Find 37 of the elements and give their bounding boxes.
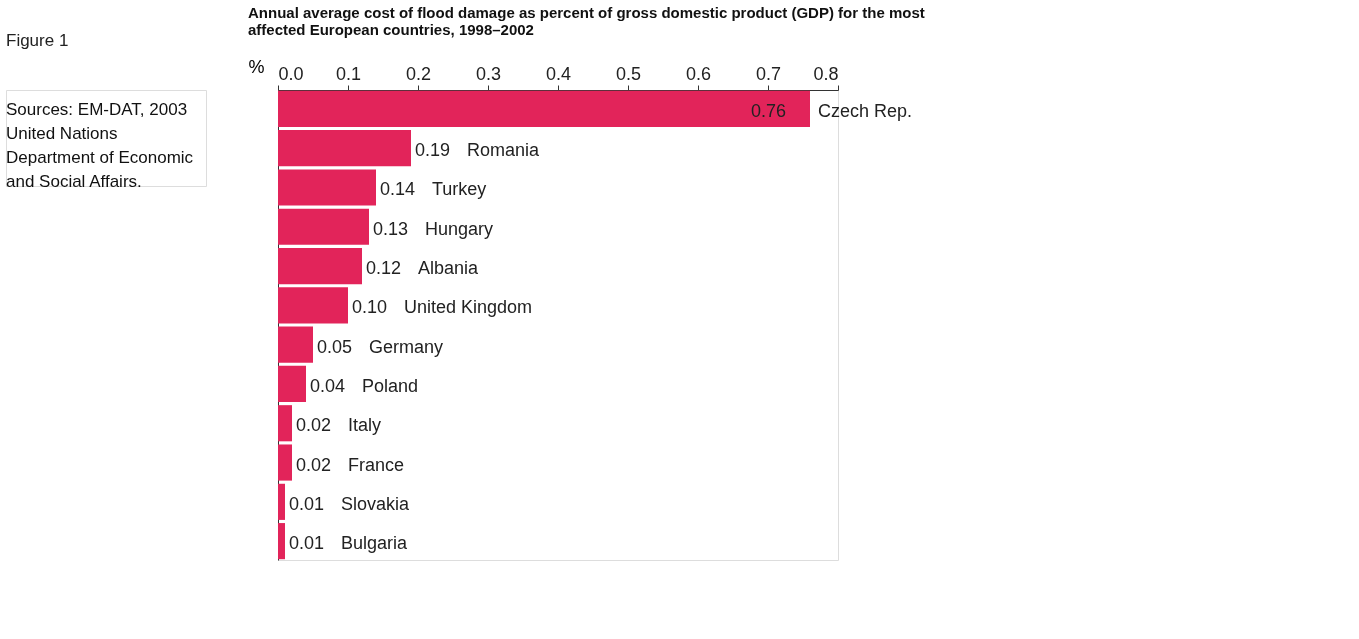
data-label: 0.02 [296, 415, 332, 436]
data-label: 0.19 [415, 140, 451, 161]
x-tick-label: 0.0 [278, 63, 304, 84]
data-label: 0.01 [289, 493, 325, 514]
x-tick-label: 0.6 [685, 63, 712, 84]
x-tick-label: 0.4 [545, 63, 572, 84]
y-tick-label: Slovakia [341, 493, 411, 514]
y-tick-label: France [348, 454, 405, 475]
y-tick-label: Albania [418, 258, 480, 279]
x-tick-label: 0.5 [615, 63, 642, 84]
caption: Figure 1 [6, 31, 69, 50]
data-label: 0.76 [750, 100, 786, 121]
data-label: 0.02 [296, 454, 332, 475]
y-tick-label: Germany [369, 336, 444, 357]
data-label: 0.14 [380, 179, 416, 200]
x-axis-title: % [248, 56, 265, 77]
x-tick-label: 0.1 [335, 63, 362, 84]
y-tick-label: Turkey [432, 179, 487, 200]
y-tick-label: Czech Rep. [818, 100, 913, 121]
data-label: 0.12 [366, 258, 402, 279]
y-tick-label: Poland [362, 375, 419, 396]
y-tick-label: Romania [467, 140, 541, 161]
y-tick-label: Bulgaria [341, 533, 409, 554]
data-label: 0.05 [317, 336, 353, 357]
x-tick-label: 0.7 [755, 63, 782, 84]
y-tick-label: Italy [348, 415, 382, 436]
y-tick-label: United Kingdom [404, 297, 533, 318]
x-tick-label: 0.3 [475, 63, 502, 84]
data-label: 0.13 [373, 218, 409, 239]
data-label: 0.10 [352, 297, 388, 318]
data-label: 0.01 [289, 533, 325, 554]
x-tick-label: 0.2 [405, 63, 432, 84]
data-label: 0.04 [310, 375, 346, 396]
x-tick-label: 0.8 [813, 63, 839, 84]
source-note: Sources: EM-DAT, 2003 United Nations Department of Economic and Social Affairs. [6, 100, 194, 191]
chart-title: Annual average cost of flood damage as percent of gross domestic product (GDP) for the most affected European countries, 1998–2002 [248, 4, 925, 38]
y-tick-label: Hungary [425, 218, 494, 239]
